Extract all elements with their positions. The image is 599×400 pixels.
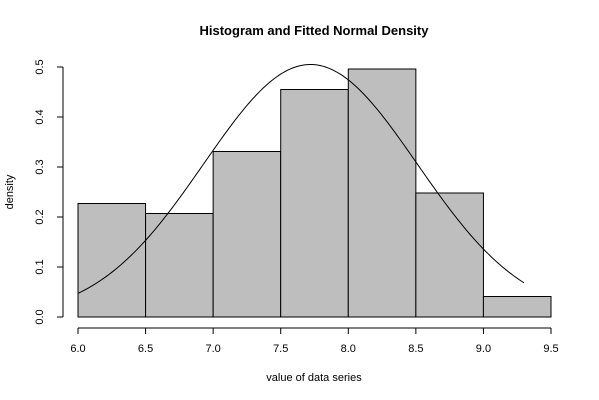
histogram-bars [77,68,552,318]
x-axis-label: value of data series [266,372,362,384]
histogram-bar-2 [145,213,214,318]
x-tick-label: 7.5 [273,343,288,355]
histogram-bar-4 [280,89,349,318]
y-tick-label: 0.1 [34,259,46,274]
x-tick-label: 6.5 [138,343,153,355]
y-tick-label: 0.3 [34,159,46,174]
x-tick-label: 9.0 [476,343,491,355]
y-tick-label: 0.4 [34,109,46,124]
histogram-bar-5 [347,68,417,318]
histogram-bar-3 [212,151,282,318]
y-tick-label: 0.5 [34,59,46,74]
x-axis: 6.0 6.5 7.0 7.5 8.0 8.5 9.0 9.5 [70,327,559,355]
normal-density-curve [77,64,525,294]
y-axis: 0.0 0.1 0.2 0.3 0.4 0.5 [34,59,64,325]
histogram-bar-1 [77,203,147,318]
x-tick-label: 8.0 [341,343,356,355]
y-axis-label: density [4,174,16,209]
histogram-bar-7 [482,296,552,318]
y-tick-label: 0.2 [34,209,46,224]
x-tick-label: 8.5 [408,343,423,355]
x-tick-label: 6.0 [70,343,85,355]
chart-title: Histogram and Fitted Normal Density [200,23,430,38]
y-tick-label: 0.0 [34,309,46,324]
x-tick-label: 7.0 [205,343,220,355]
histogram-bar-6 [415,192,484,318]
x-tick-label: 9.5 [543,343,558,355]
